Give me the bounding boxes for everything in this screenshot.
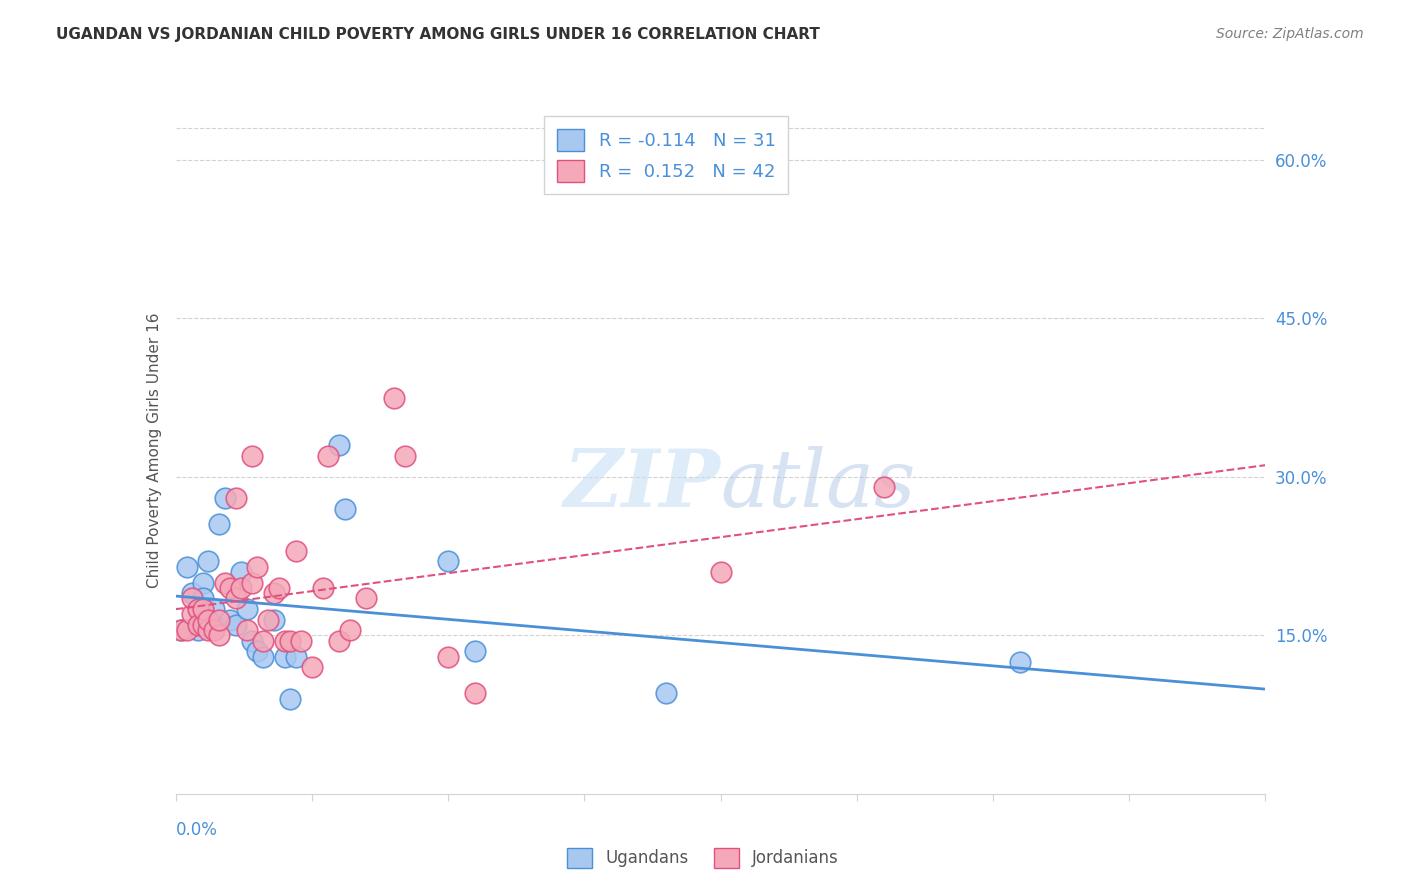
Point xyxy=(202,623,225,637)
Point xyxy=(382,391,405,405)
Point xyxy=(225,591,247,606)
Point xyxy=(333,501,356,516)
Point xyxy=(1010,655,1032,669)
Point xyxy=(235,623,257,637)
Point xyxy=(246,644,269,658)
Point xyxy=(208,628,231,642)
Point xyxy=(464,644,486,658)
Text: UGANDAN VS JORDANIAN CHILD POVERTY AMONG GIRLS UNDER 16 CORRELATION CHART: UGANDAN VS JORDANIAN CHILD POVERTY AMONG… xyxy=(56,27,820,42)
Point xyxy=(214,575,236,590)
Point xyxy=(197,623,219,637)
Text: atlas: atlas xyxy=(721,446,915,524)
Point xyxy=(231,565,253,579)
Point xyxy=(186,623,209,637)
Point xyxy=(181,607,204,622)
Legend: Ugandans, Jordanians: Ugandans, Jordanians xyxy=(561,841,845,875)
Point xyxy=(176,559,198,574)
Point xyxy=(197,613,219,627)
Point xyxy=(437,554,460,568)
Point xyxy=(655,686,678,700)
Point xyxy=(208,517,231,532)
Point xyxy=(225,491,247,505)
Point xyxy=(191,591,214,606)
Point xyxy=(191,617,214,632)
Point xyxy=(257,613,280,627)
Point xyxy=(181,591,204,606)
Point xyxy=(186,602,209,616)
Point xyxy=(246,559,269,574)
Point xyxy=(219,613,242,627)
Point xyxy=(225,617,247,632)
Point xyxy=(873,480,896,494)
Point xyxy=(312,581,335,595)
Point xyxy=(170,623,193,637)
Point xyxy=(278,691,301,706)
Point xyxy=(437,649,460,664)
Point xyxy=(170,623,193,637)
Point xyxy=(274,633,297,648)
Point xyxy=(191,575,214,590)
Point xyxy=(464,686,486,700)
Point xyxy=(235,602,257,616)
Point xyxy=(240,633,263,648)
Point xyxy=(214,491,236,505)
Point xyxy=(231,581,253,595)
Point xyxy=(202,602,225,616)
Point xyxy=(252,649,274,664)
Point xyxy=(197,554,219,568)
Point xyxy=(186,602,209,616)
Point xyxy=(252,633,274,648)
Point xyxy=(328,633,350,648)
Point xyxy=(263,613,285,627)
Legend: R = -0.114   N = 31, R =  0.152   N = 42: R = -0.114 N = 31, R = 0.152 N = 42 xyxy=(544,116,787,194)
Point xyxy=(356,591,378,606)
Text: 0.0%: 0.0% xyxy=(176,822,218,839)
Point xyxy=(284,544,307,558)
Point xyxy=(240,449,263,463)
Text: Source: ZipAtlas.com: Source: ZipAtlas.com xyxy=(1216,27,1364,41)
Text: ZIP: ZIP xyxy=(564,446,721,524)
Point xyxy=(240,575,263,590)
Point xyxy=(197,613,219,627)
Point xyxy=(339,623,361,637)
Point xyxy=(181,586,204,600)
Point xyxy=(394,449,416,463)
Point xyxy=(269,581,291,595)
Point xyxy=(710,565,733,579)
Point xyxy=(208,613,231,627)
Point xyxy=(186,617,209,632)
Point xyxy=(290,633,312,648)
Point xyxy=(274,649,297,664)
Point xyxy=(219,581,242,595)
Y-axis label: Child Poverty Among Girls Under 16: Child Poverty Among Girls Under 16 xyxy=(146,313,162,588)
Point xyxy=(318,449,340,463)
Point xyxy=(191,602,214,616)
Point xyxy=(191,602,214,616)
Point xyxy=(263,586,285,600)
Point xyxy=(328,438,350,452)
Point xyxy=(284,649,307,664)
Point xyxy=(202,617,225,632)
Point xyxy=(176,623,198,637)
Point xyxy=(278,633,301,648)
Point xyxy=(301,660,323,674)
